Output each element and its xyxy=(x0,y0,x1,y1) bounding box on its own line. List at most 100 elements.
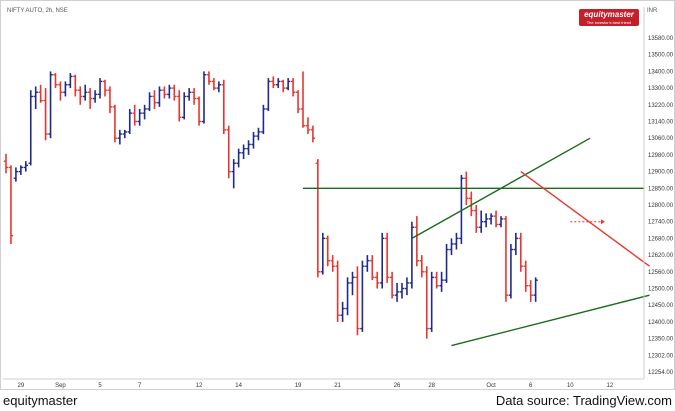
y-tick-label: 12302.00 xyxy=(648,353,674,359)
ohlc-bar xyxy=(8,165,14,244)
ohlc-bar xyxy=(300,71,306,128)
support-trend-line xyxy=(451,294,650,347)
ohlc-bar xyxy=(182,92,187,120)
y-tick-label: 13140.00 xyxy=(648,120,674,126)
ohlc-bar xyxy=(350,271,355,296)
ohlc-bar xyxy=(152,90,157,109)
x-tick-label: 10 xyxy=(567,383,574,389)
ohlc-bar xyxy=(256,127,261,141)
footer-source: Data source: TradingView.com xyxy=(495,393,672,408)
ohlc-bar xyxy=(340,301,345,322)
ohlc-bar xyxy=(246,140,251,155)
ohlc-bar xyxy=(414,216,420,267)
ohlc-bar xyxy=(13,167,19,182)
ohlc-bar xyxy=(305,117,311,135)
ohlc-bar xyxy=(142,104,147,120)
chart-title: NIFTY AUTO, 2h, NSE xyxy=(7,8,68,14)
ohlc-bar xyxy=(454,232,459,250)
ohlc-bar xyxy=(508,243,514,299)
ohlc-bar xyxy=(261,104,266,135)
ohlc-bar xyxy=(533,277,538,302)
x-tick-label: 29 xyxy=(18,383,25,389)
ohlc-bar xyxy=(226,125,231,179)
ohlc-bar xyxy=(335,260,340,322)
ohlc-bar xyxy=(186,88,192,101)
y-tick-label: 12680.00 xyxy=(648,236,674,242)
ohlc-bar xyxy=(43,88,48,141)
ohlc-bar xyxy=(355,266,360,336)
y-tick-label: 12980.00 xyxy=(648,153,674,159)
ohlc-bar xyxy=(474,205,479,233)
ohlc-bar xyxy=(523,260,528,292)
ohlc-bar xyxy=(404,277,410,296)
y-tick-label: 13300.00 xyxy=(648,86,674,92)
ohlc-bar xyxy=(216,81,222,93)
ohlc-bar xyxy=(137,108,142,126)
ohlc-bar xyxy=(380,232,385,289)
ohlc-bar xyxy=(320,232,325,275)
y-tick-label: 13580.00 xyxy=(648,36,674,42)
ohlc-bar xyxy=(167,84,172,99)
y-tick-label: 12350.00 xyxy=(648,337,674,343)
x-tick-label: 21 xyxy=(334,383,341,389)
ohlc-bar xyxy=(469,191,474,217)
ohlc-bar xyxy=(73,74,78,97)
ohlc-bar xyxy=(206,71,212,85)
ohlc-bar xyxy=(345,277,350,316)
ohlc-bar xyxy=(479,210,484,233)
ohlc-bar xyxy=(107,86,113,114)
ohlc-bar xyxy=(97,78,103,99)
y-tick-label: 12850.00 xyxy=(648,186,674,192)
ohlc-bar xyxy=(58,81,63,101)
x-tick-label: Oct xyxy=(486,383,496,389)
ohlc-bar xyxy=(48,71,53,139)
ohlc-bar xyxy=(330,255,335,272)
currency-label: INR xyxy=(647,8,658,14)
ohlc-bar xyxy=(419,255,424,278)
ohlc-bar xyxy=(196,96,202,126)
logo-tagline: The investor's best friend xyxy=(586,20,632,25)
y-tick-label: 12450.00 xyxy=(648,303,674,309)
y-tick-label: 13400.00 xyxy=(648,69,674,75)
ohlc-bar xyxy=(434,271,439,289)
y-tick-label: 12400.00 xyxy=(648,320,674,326)
x-tick-label: 28 xyxy=(428,383,435,389)
ohlc-bar xyxy=(459,174,464,244)
y-tick-label: 12500.00 xyxy=(648,287,674,293)
ohlc-bar xyxy=(102,79,108,97)
x-tick-label: 12 xyxy=(196,383,203,389)
y-tick-label: 12740.00 xyxy=(648,220,674,226)
ohlc-bar xyxy=(147,92,152,112)
ohlc-bar xyxy=(409,221,415,289)
footer: equitymaster Data source: TradingView.co… xyxy=(0,390,675,411)
ohlc-bar xyxy=(285,78,291,91)
logo-name: equitymaster xyxy=(584,10,634,19)
ohlc-bar xyxy=(315,159,321,278)
ohlc-bar xyxy=(429,271,434,332)
ohlc-bar xyxy=(127,108,132,135)
ohlc-bar xyxy=(172,84,177,101)
ohlc-bar xyxy=(117,129,123,145)
ohlc-bar xyxy=(231,159,236,189)
ohlc-bar xyxy=(365,255,370,272)
ohlc-bar xyxy=(132,104,137,126)
ohlc-bar xyxy=(3,153,9,174)
ohlc-bar xyxy=(112,104,118,143)
ohlc-bar xyxy=(122,129,127,139)
ohlc-bar xyxy=(444,243,449,283)
ohlc-bar xyxy=(162,86,167,99)
ohlc-bar xyxy=(251,131,256,149)
ohlc-bar xyxy=(528,280,533,302)
x-tick-label: 5 xyxy=(98,383,102,389)
y-tick-label: 13500.00 xyxy=(648,53,674,59)
x-tick-label: 6 xyxy=(529,383,533,389)
ohlc-bar xyxy=(211,78,217,91)
ohlc-bar xyxy=(375,271,380,289)
equitymaster-logo: equitymaster The investor's best friend xyxy=(579,9,639,26)
ohlc-bar xyxy=(53,73,58,89)
y-tick-label: 13220.00 xyxy=(648,103,674,109)
ohlc-bar xyxy=(236,148,241,168)
y-tick-label: 12900.00 xyxy=(648,170,674,176)
ohlc-bar xyxy=(191,88,197,105)
chart-frame: NIFTY AUTO, 2h, NSE INR 13580.00 13500.00… xyxy=(0,0,675,390)
